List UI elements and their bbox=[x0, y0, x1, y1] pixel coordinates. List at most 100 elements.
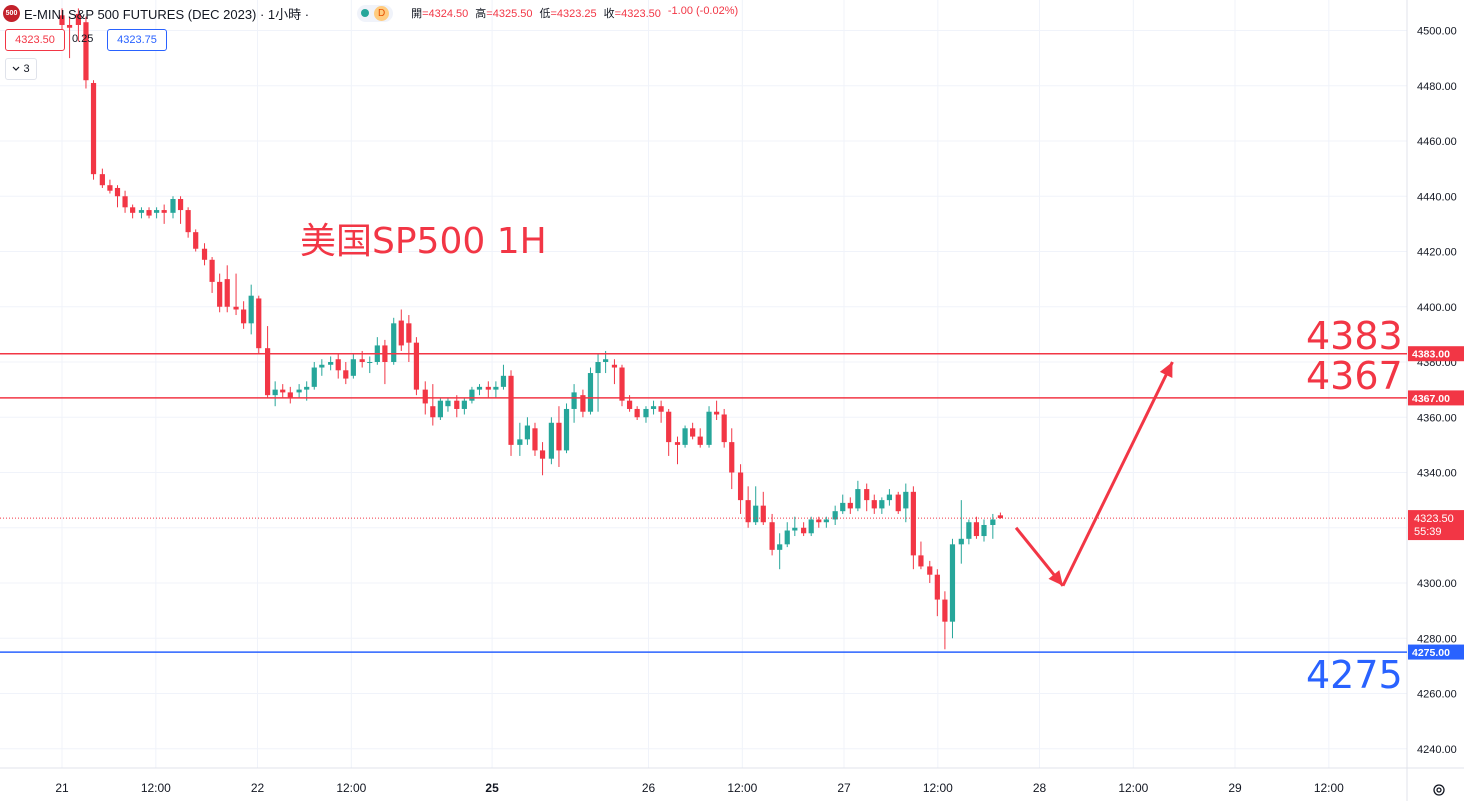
candle-body bbox=[958, 538, 964, 545]
candle bbox=[138, 207, 145, 219]
candle-body bbox=[500, 375, 507, 387]
candle bbox=[476, 384, 483, 396]
candle bbox=[895, 491, 901, 514]
candle bbox=[721, 408, 727, 448]
candle bbox=[508, 370, 514, 456]
candle bbox=[949, 538, 956, 639]
chart-annotation[interactable]: 美国SP500 1H bbox=[300, 221, 547, 262]
candle bbox=[634, 406, 640, 421]
market-status[interactable]: D bbox=[357, 4, 394, 22]
candle-body bbox=[611, 364, 618, 368]
candles bbox=[59, 8, 1003, 650]
candle-body bbox=[973, 522, 980, 537]
candle bbox=[193, 229, 199, 252]
candle bbox=[753, 486, 759, 525]
candle bbox=[729, 428, 735, 490]
candle bbox=[682, 425, 688, 448]
candle-body bbox=[619, 367, 625, 401]
candle-body bbox=[430, 406, 436, 418]
candle-body bbox=[697, 436, 703, 445]
candle-body bbox=[343, 370, 349, 379]
candle-body bbox=[280, 389, 286, 393]
gear-icon[interactable] bbox=[1432, 783, 1446, 797]
x-tick-label: 27 bbox=[837, 781, 851, 795]
candle bbox=[517, 422, 523, 456]
candle-body bbox=[99, 174, 105, 186]
y-tick-label: 4460.00 bbox=[1417, 136, 1457, 148]
candle bbox=[539, 442, 546, 476]
candle bbox=[801, 522, 807, 537]
candle-body bbox=[177, 199, 184, 211]
level-label-4275[interactable]: 4275 bbox=[1306, 653, 1403, 697]
buy-button[interactable]: 4323.75 bbox=[107, 29, 167, 51]
candle bbox=[832, 505, 838, 525]
candle bbox=[264, 326, 271, 398]
ohlc-low: 低=4323.25 bbox=[539, 8, 597, 20]
candle bbox=[437, 397, 443, 421]
x-tick-label: 12:00 bbox=[727, 781, 757, 795]
candle-body bbox=[548, 422, 554, 459]
level-price-tag bbox=[1408, 390, 1464, 406]
candle bbox=[966, 519, 972, 545]
delayed-data-badge[interactable]: D bbox=[374, 5, 390, 21]
candle-body bbox=[398, 320, 404, 346]
candle-body bbox=[643, 408, 649, 418]
candle bbox=[697, 428, 703, 448]
candle-body bbox=[241, 309, 247, 324]
candle bbox=[808, 516, 814, 537]
y-tick-label: 4400.00 bbox=[1417, 302, 1457, 314]
candle-body bbox=[539, 450, 546, 459]
candle bbox=[454, 395, 460, 418]
x-tick-label: 12:00 bbox=[1118, 781, 1148, 795]
y-tick-label: 4480.00 bbox=[1417, 81, 1457, 93]
candle-body bbox=[997, 515, 1003, 519]
candle bbox=[571, 384, 577, 423]
candle-body bbox=[690, 428, 696, 437]
candle bbox=[335, 353, 341, 379]
candle-body bbox=[146, 210, 152, 216]
level-label-4367[interactable]: 4367 bbox=[1306, 354, 1403, 398]
candle-body bbox=[595, 362, 601, 374]
x-tick-label: 21 bbox=[55, 781, 69, 795]
level-label-4383[interactable]: 4383 bbox=[1306, 314, 1403, 358]
candle bbox=[650, 400, 657, 415]
candle bbox=[879, 497, 885, 514]
y-tick-label: 4340.00 bbox=[1417, 468, 1457, 480]
candle-body bbox=[990, 519, 996, 525]
candle-body bbox=[454, 400, 460, 409]
candle-body bbox=[879, 500, 885, 509]
y-tick-label: 4440.00 bbox=[1417, 191, 1457, 203]
market-open-icon bbox=[361, 9, 370, 17]
candle bbox=[185, 207, 191, 238]
candle bbox=[619, 364, 625, 407]
x-tick-label: 25 bbox=[485, 781, 499, 795]
indicators-toggle-button[interactable]: 3 bbox=[5, 58, 37, 80]
candle bbox=[328, 356, 334, 371]
candle-body bbox=[714, 411, 720, 415]
candle bbox=[990, 513, 996, 539]
candle bbox=[556, 406, 562, 467]
candle-body bbox=[311, 367, 317, 387]
candle bbox=[350, 353, 356, 379]
candle-body bbox=[966, 522, 972, 539]
level-price-label: 4275.00 bbox=[1412, 647, 1450, 659]
arrowhead bbox=[1159, 362, 1173, 378]
candle bbox=[580, 389, 586, 418]
candle bbox=[595, 353, 601, 412]
candle bbox=[224, 265, 230, 313]
symbol-logo[interactable]: 500 bbox=[3, 4, 20, 22]
candle-body bbox=[556, 422, 562, 451]
candle bbox=[603, 350, 609, 374]
candle bbox=[690, 422, 696, 440]
candle bbox=[927, 560, 933, 583]
sell-button[interactable]: 4323.50 bbox=[5, 29, 65, 51]
candle-body bbox=[406, 323, 412, 343]
candle bbox=[563, 403, 570, 454]
candle bbox=[777, 533, 783, 570]
symbol-title[interactable]: E-MINI S&P 500 FUTURES (DEC 2023) · 1小時 … bbox=[24, 6, 310, 22]
candle-body bbox=[90, 82, 97, 175]
x-tick-label: 12:00 bbox=[141, 781, 171, 795]
candle-body bbox=[721, 414, 727, 443]
candle-body bbox=[942, 599, 948, 622]
